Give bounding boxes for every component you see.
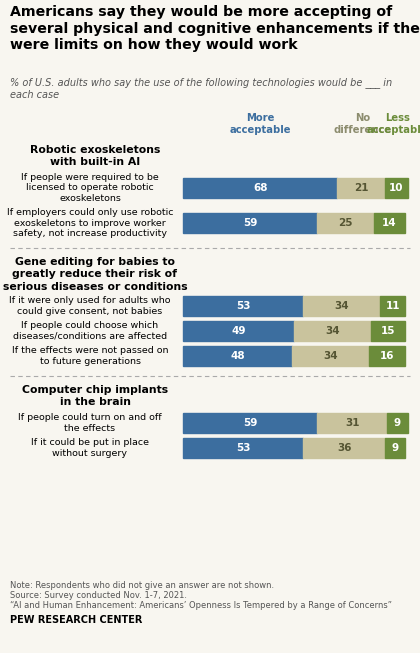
- Text: If it could be put in place
without surgery: If it could be put in place without surg…: [31, 438, 149, 458]
- Text: If people were required to be
licensed to operate robotic
exoskeletons: If people were required to be licensed t…: [21, 173, 159, 203]
- Bar: [183, 346, 292, 366]
- Text: 48: 48: [230, 351, 245, 361]
- Text: If the effects were not passed on
to future generations: If the effects were not passed on to fut…: [12, 346, 168, 366]
- Bar: [183, 296, 303, 316]
- Bar: [292, 346, 369, 366]
- Text: Americans say they would be more accepting of
several physical and cognitive enh: Americans say they would be more accepti…: [10, 5, 420, 52]
- Text: Less
acceptable: Less acceptable: [367, 113, 420, 135]
- Bar: [303, 296, 381, 316]
- Bar: [183, 438, 303, 458]
- Bar: [183, 178, 337, 198]
- Text: Robotic exoskeletons
with built-in AI: Robotic exoskeletons with built-in AI: [30, 145, 160, 167]
- Text: No
difference: No difference: [333, 113, 391, 135]
- Text: 53: 53: [236, 301, 250, 311]
- Text: Note: Respondents who did not give an answer are not shown.: Note: Respondents who did not give an an…: [10, 581, 274, 590]
- Text: 68: 68: [253, 183, 268, 193]
- Text: 34: 34: [335, 301, 349, 311]
- Bar: [387, 413, 408, 433]
- Text: Source: Survey conducted Nov. 1-7, 2021.: Source: Survey conducted Nov. 1-7, 2021.: [10, 591, 187, 600]
- Bar: [381, 296, 405, 316]
- Bar: [183, 413, 317, 433]
- Bar: [385, 438, 405, 458]
- Bar: [317, 213, 374, 233]
- Text: 53: 53: [236, 443, 250, 453]
- Bar: [371, 321, 405, 341]
- Bar: [294, 321, 371, 341]
- Text: 11: 11: [386, 301, 400, 311]
- Text: 31: 31: [345, 418, 360, 428]
- Text: 59: 59: [243, 218, 257, 228]
- Text: 9: 9: [394, 418, 401, 428]
- Text: If people could turn on and off
the effects: If people could turn on and off the effe…: [18, 413, 162, 433]
- Text: 21: 21: [354, 183, 368, 193]
- Text: PEW RESEARCH CENTER: PEW RESEARCH CENTER: [10, 615, 142, 625]
- Text: “AI and Human Enhancement: Americans’ Openness Is Tempered by a Range of Concern: “AI and Human Enhancement: Americans’ Op…: [10, 601, 392, 610]
- Text: 34: 34: [323, 351, 338, 361]
- Bar: [337, 178, 385, 198]
- Bar: [183, 321, 294, 341]
- Text: 9: 9: [392, 443, 399, 453]
- Bar: [385, 178, 408, 198]
- Text: 59: 59: [243, 418, 257, 428]
- Text: % of U.S. adults who say the use of the following technologies would be ___ in
e: % of U.S. adults who say the use of the …: [10, 77, 392, 101]
- Bar: [183, 213, 317, 233]
- Text: 25: 25: [338, 218, 352, 228]
- Text: 16: 16: [380, 351, 394, 361]
- Text: 10: 10: [389, 183, 404, 193]
- Text: If employers could only use robotic
exoskeletons to improve worker
safety, not i: If employers could only use robotic exos…: [7, 208, 173, 238]
- Bar: [317, 413, 387, 433]
- Text: Gene editing for babies to
greatly reduce their risk of
serious diseases or cond: Gene editing for babies to greatly reduc…: [3, 257, 187, 292]
- Text: Computer chip implants
in the brain: Computer chip implants in the brain: [22, 385, 168, 407]
- Text: 15: 15: [381, 326, 396, 336]
- Bar: [303, 438, 385, 458]
- Bar: [369, 346, 405, 366]
- Text: 49: 49: [231, 326, 246, 336]
- Text: 34: 34: [326, 326, 340, 336]
- Text: If people could choose which
diseases/conditions are affected: If people could choose which diseases/co…: [13, 321, 167, 341]
- Text: More
acceptable: More acceptable: [229, 113, 291, 135]
- Bar: [374, 213, 405, 233]
- Text: If it were only used for adults who
could give consent, not babies: If it were only used for adults who coul…: [9, 296, 171, 316]
- Text: 14: 14: [382, 218, 397, 228]
- Text: 36: 36: [337, 443, 352, 453]
